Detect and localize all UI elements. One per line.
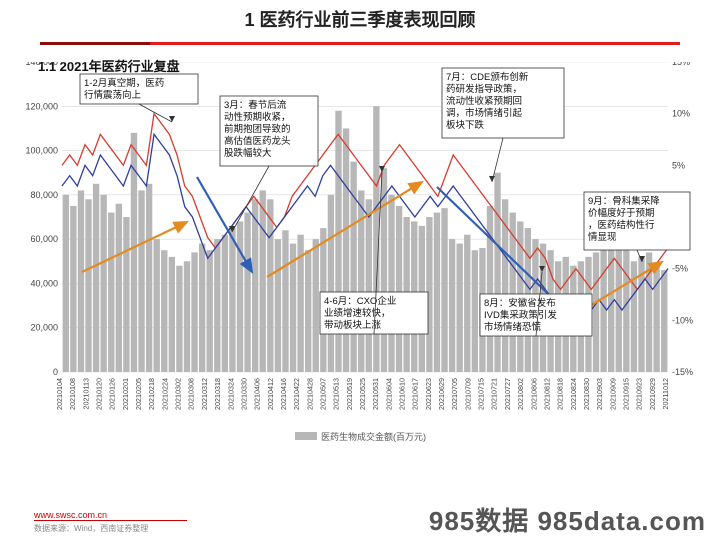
svg-text:20210108: 20210108 [68, 378, 77, 410]
svg-text:20210416: 20210416 [279, 378, 288, 410]
title-underline [40, 42, 680, 45]
svg-text:20210909: 20210909 [608, 378, 617, 410]
section-header: 1 医药行业前三季度表现回顾 [0, 0, 720, 50]
svg-text:20210113: 20210113 [81, 378, 90, 409]
svg-text:调，市场情绪引起: 调，市场情绪引起 [446, 107, 523, 119]
svg-text:20210610: 20210610 [398, 378, 407, 410]
svg-text:带动板块上涨: 带动板块上涨 [324, 319, 382, 331]
svg-text:20210318: 20210318 [213, 378, 222, 410]
main-chart: 0 20,000 40,000 60,000 80,000 100,000 120,000 1… [22, 62, 702, 472]
svg-text:20210818: 20210818 [556, 378, 565, 410]
svg-text:20210224: 20210224 [160, 378, 169, 410]
svg-text:100,000: 100,000 [25, 146, 58, 156]
svg-text:9月：骨科集采降: 9月：骨科集采降 [588, 195, 660, 207]
svg-text:20210406: 20210406 [253, 378, 262, 410]
footer-source: 数据来源：Wind，西南证券整理 [34, 523, 187, 534]
svg-text:流动性收紧预期回: 流动性收紧预期回 [446, 95, 522, 107]
svg-text:20210830: 20210830 [582, 378, 591, 410]
svg-text:前期抱团导致的: 前期抱团导致的 [224, 123, 291, 135]
svg-text:20210629: 20210629 [437, 378, 446, 410]
svg-text:20210715: 20210715 [477, 378, 486, 410]
legend: 医药生物成交金额(百万元) [295, 431, 426, 442]
svg-text:4-6月：CXO企业: 4-6月：CXO企业 [324, 295, 396, 307]
svg-text:情显现: 情显现 [588, 231, 617, 243]
svg-text:20210709: 20210709 [463, 378, 472, 410]
svg-text:医药生物成交金额(百万元): 医药生物成交金额(百万元) [321, 431, 426, 442]
svg-text:20,000: 20,000 [30, 323, 58, 333]
svg-text:20210205: 20210205 [134, 378, 143, 410]
svg-text:8月：安徽省发布: 8月：安徽省发布 [484, 297, 556, 309]
svg-text:IVD集采政策引发: IVD集采政策引发 [484, 309, 557, 321]
svg-text:20210727: 20210727 [503, 378, 512, 410]
svg-text:20210531: 20210531 [371, 378, 380, 410]
footer-url: www.swsc.com.cn [34, 510, 187, 521]
svg-text:20210218: 20210218 [147, 378, 156, 410]
svg-text:20210812: 20210812 [542, 378, 551, 410]
svg-text:7月：CDE颁布创新: 7月：CDE颁布创新 [446, 71, 529, 83]
svg-text:10%: 10% [672, 109, 690, 119]
svg-text:股跌幅较大: 股跌幅较大 [224, 147, 272, 159]
svg-text:20210915: 20210915 [621, 378, 630, 410]
svg-text:0: 0 [53, 367, 58, 377]
svg-text:20210923: 20210923 [635, 378, 644, 410]
chart-svg: 0 20,000 40,000 60,000 80,000 100,000 120,000 1… [22, 62, 702, 472]
svg-text:20210422: 20210422 [292, 378, 301, 410]
svg-text:120,000: 120,000 [25, 101, 58, 111]
svg-text:20210312: 20210312 [200, 378, 209, 410]
svg-text:-15%: -15% [672, 367, 693, 377]
footer: www.swsc.com.cn 数据来源：Wind，西南证券整理 [34, 510, 187, 534]
svg-text:20210324: 20210324 [226, 378, 235, 410]
svg-text:20210302: 20210302 [174, 378, 183, 410]
svg-text:20210519: 20210519 [345, 378, 354, 410]
svg-text:，医药结构性行: ，医药结构性行 [588, 219, 655, 231]
svg-text:20210126: 20210126 [108, 378, 117, 410]
svg-text:20210705: 20210705 [450, 378, 459, 410]
svg-text:高估值医药龙头: 高估值医药龙头 [224, 135, 291, 147]
svg-text:市场情绪恐慌: 市场情绪恐慌 [484, 321, 542, 333]
svg-text:20211012: 20211012 [661, 378, 670, 409]
svg-text:板块下跌: 板块下跌 [446, 119, 485, 131]
svg-text:60,000: 60,000 [30, 234, 58, 244]
svg-text:20210104: 20210104 [55, 378, 64, 410]
svg-text:20210513: 20210513 [332, 378, 341, 410]
svg-text:20210604: 20210604 [384, 378, 393, 410]
svg-text:动性预期收紧，: 动性预期收紧， [224, 111, 291, 123]
svg-text:20210201: 20210201 [121, 378, 130, 410]
svg-text:行情震荡向上: 行情震荡向上 [84, 89, 142, 101]
svg-text:药研发指导政策，: 药研发指导政策， [446, 83, 522, 95]
svg-text:20210507: 20210507 [318, 378, 327, 410]
svg-text:1-2月真空期，医药: 1-2月真空期，医药 [84, 77, 164, 89]
svg-text:20210308: 20210308 [187, 378, 196, 410]
svg-text:价幅度好于预期: 价幅度好于预期 [588, 207, 655, 219]
svg-text:20210824: 20210824 [569, 378, 578, 410]
svg-text:-10%: -10% [672, 315, 693, 325]
svg-text:20210617: 20210617 [411, 378, 420, 410]
svg-text:20210721: 20210721 [490, 378, 499, 410]
svg-text:80,000: 80,000 [30, 190, 58, 200]
svg-text:20210412: 20210412 [266, 378, 275, 410]
watermark: 985数据 985data.com [429, 501, 706, 538]
svg-text:20210929: 20210929 [648, 378, 657, 410]
svg-text:20210802: 20210802 [516, 378, 525, 410]
svg-text:3月：春节后流: 3月：春节后流 [224, 99, 287, 111]
svg-text:40,000: 40,000 [30, 278, 58, 288]
svg-text:15%: 15% [672, 62, 690, 67]
svg-text:20210525: 20210525 [358, 378, 367, 410]
section-title: 1 医药行业前三季度表现回顾 [0, 6, 720, 32]
svg-text:20210120: 20210120 [95, 378, 104, 410]
svg-text:20210428: 20210428 [305, 378, 314, 410]
svg-text:20210623: 20210623 [424, 378, 433, 410]
svg-text:20210806: 20210806 [529, 378, 538, 410]
svg-text:-5%: -5% [672, 264, 688, 274]
svg-text:20210903: 20210903 [595, 378, 604, 410]
svg-text:5%: 5% [672, 160, 685, 170]
svg-text:140,000: 140,000 [25, 62, 58, 67]
svg-text:20210330: 20210330 [239, 378, 248, 410]
svg-text:业绩增速较快，: 业绩增速较快， [324, 307, 391, 319]
